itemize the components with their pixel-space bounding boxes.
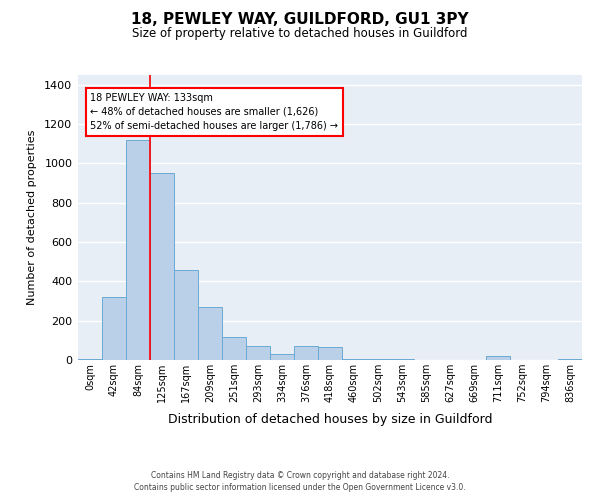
Bar xyxy=(270,354,294,360)
Bar xyxy=(126,140,150,360)
Bar xyxy=(558,359,582,360)
Bar xyxy=(198,307,222,360)
Bar xyxy=(294,346,318,360)
Bar xyxy=(78,359,102,360)
Bar xyxy=(486,356,510,360)
Bar xyxy=(342,359,366,360)
Bar xyxy=(318,347,342,360)
Text: 18, PEWLEY WAY, GUILDFORD, GU1 3PY: 18, PEWLEY WAY, GUILDFORD, GU1 3PY xyxy=(131,12,469,28)
Bar xyxy=(150,174,174,360)
X-axis label: Distribution of detached houses by size in Guildford: Distribution of detached houses by size … xyxy=(168,414,492,426)
Text: 18 PEWLEY WAY: 133sqm
← 48% of detached houses are smaller (1,626)
52% of semi-d: 18 PEWLEY WAY: 133sqm ← 48% of detached … xyxy=(91,92,338,130)
Bar xyxy=(222,338,246,360)
Text: Contains HM Land Registry data © Crown copyright and database right 2024.
Contai: Contains HM Land Registry data © Crown c… xyxy=(134,471,466,492)
Bar xyxy=(246,346,270,360)
Bar xyxy=(366,359,390,360)
Y-axis label: Number of detached properties: Number of detached properties xyxy=(28,130,37,305)
Bar xyxy=(174,270,198,360)
Text: Size of property relative to detached houses in Guildford: Size of property relative to detached ho… xyxy=(132,28,468,40)
Bar xyxy=(102,297,126,360)
Bar xyxy=(390,359,414,360)
